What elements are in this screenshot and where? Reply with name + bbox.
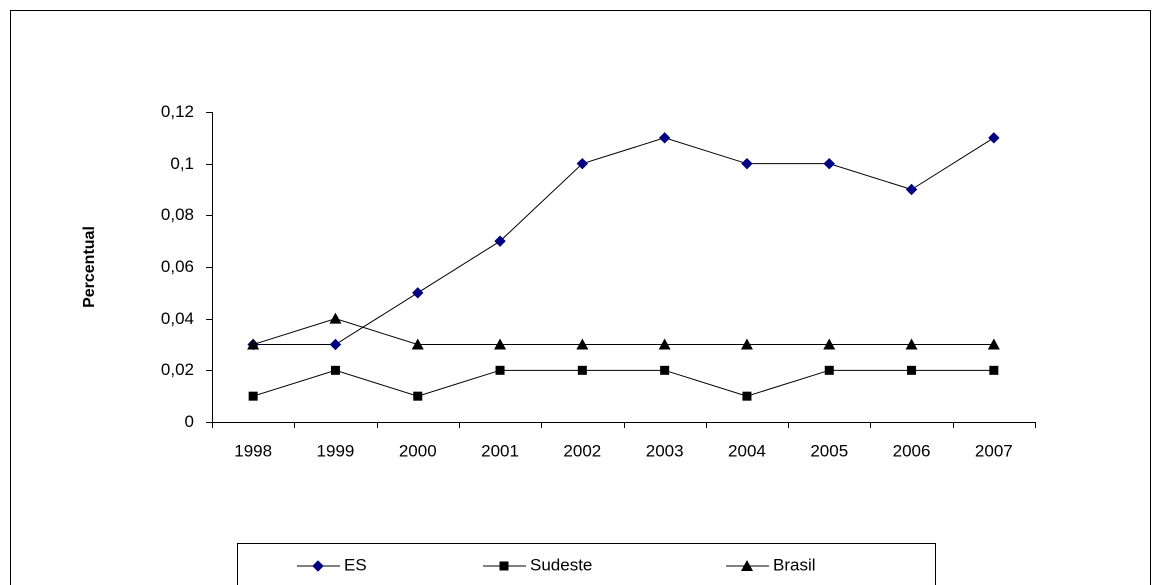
y-tick-label: 0,1 xyxy=(170,154,194,173)
marker xyxy=(413,391,423,401)
y-tick-label: 0 xyxy=(185,412,194,431)
marker xyxy=(907,365,917,375)
marker xyxy=(411,338,424,350)
marker xyxy=(660,365,670,375)
y-tick-label: 0,08 xyxy=(161,205,194,224)
marker xyxy=(576,157,589,170)
marker xyxy=(499,561,509,571)
marker xyxy=(658,338,671,350)
marker xyxy=(329,338,342,351)
marker xyxy=(823,157,835,170)
legend-label: Sudeste xyxy=(530,555,592,574)
marker xyxy=(740,338,753,350)
series-line xyxy=(253,318,994,345)
x-tick-label: 1998 xyxy=(234,441,272,460)
marker xyxy=(412,287,424,299)
marker xyxy=(247,338,260,350)
marker xyxy=(741,157,753,170)
chart-border xyxy=(10,10,1151,585)
marker xyxy=(741,560,753,571)
marker xyxy=(824,365,834,375)
series-line xyxy=(253,369,994,397)
marker xyxy=(905,338,918,350)
legend-box xyxy=(237,543,936,585)
marker xyxy=(658,132,671,144)
marker xyxy=(742,391,752,401)
x-tick-label: 2005 xyxy=(810,441,848,460)
marker xyxy=(329,312,342,324)
x-tick-label: 2003 xyxy=(646,441,684,460)
series-line xyxy=(253,137,995,345)
x-tick-label: 2007 xyxy=(975,441,1013,460)
y-axis-title: Percentual xyxy=(81,226,98,308)
marker xyxy=(989,365,999,375)
legend-label: ES xyxy=(344,555,367,574)
marker xyxy=(330,365,340,375)
marker xyxy=(987,338,1000,350)
x-tick-label: 2006 xyxy=(893,441,931,460)
marker xyxy=(494,235,506,247)
marker xyxy=(494,338,507,350)
x-tick-label: 2001 xyxy=(481,441,519,460)
y-tick-label: 0,12 xyxy=(161,102,194,121)
x-tick-label: 2004 xyxy=(728,441,766,460)
legend-label: Brasil xyxy=(773,555,816,574)
marker xyxy=(577,365,587,375)
x-tick-label: 2000 xyxy=(399,441,437,460)
marker xyxy=(495,365,505,375)
marker xyxy=(248,391,258,401)
y-tick-label: 0,04 xyxy=(161,309,194,328)
y-tick-label: 0,06 xyxy=(161,257,194,276)
marker xyxy=(905,183,918,196)
x-tick-label: 2002 xyxy=(563,441,601,460)
marker xyxy=(312,560,324,572)
y-tick-label: 0,02 xyxy=(161,360,194,379)
marker xyxy=(988,132,1000,144)
marker xyxy=(823,338,836,350)
marker xyxy=(576,338,589,350)
x-tick-label: 1999 xyxy=(317,441,355,460)
